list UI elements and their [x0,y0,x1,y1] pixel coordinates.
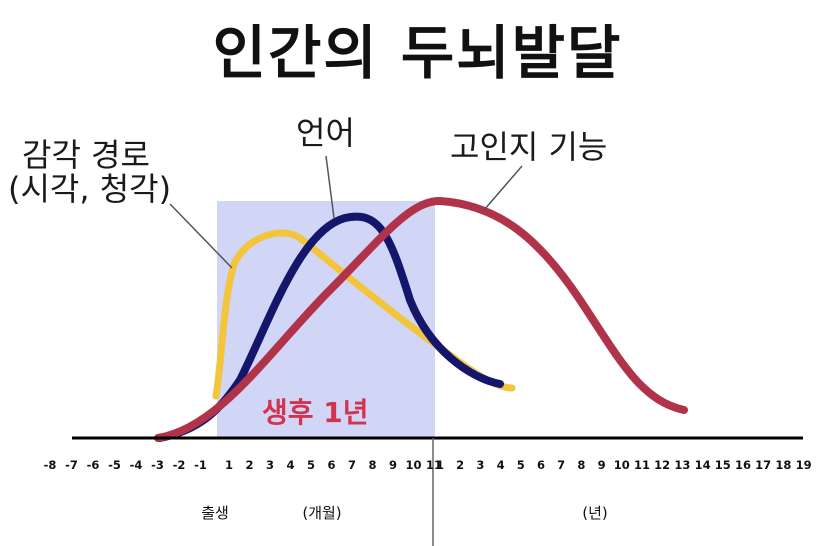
year-tick: 12 [654,458,671,472]
month-tick: 6 [327,458,336,472]
year-tick: 6 [536,458,546,472]
prenatal-tick: -1 [194,458,207,472]
year-tick: 11 [633,458,651,472]
month-tick: 5 [306,458,316,472]
year-tick: 17 [755,458,772,472]
cognition-label: 고인지 기능 [450,128,608,166]
year-tick: 5 [516,458,525,472]
year-tick: 14 [694,458,711,472]
prenatal-tick: -8 [43,458,57,472]
year-tick: 16 [734,458,752,472]
year-tick: 13 [674,458,691,472]
year-tick: 18 [775,458,792,472]
cognition-leader-line [483,165,523,211]
birth-label: 출생 [201,504,229,522]
year-tick: 3 [476,458,485,472]
year-tick: 4 [496,458,505,472]
year-unit-label: (년) [582,504,608,522]
month-tick: 11 [425,458,443,472]
sensory-label-line2: (시각, 청각) [8,170,172,208]
month-tick: 9 [388,458,398,472]
page-title: 인간의 두뇌발달 [212,19,623,87]
language-label: 언어 [296,114,355,152]
month-tick: 1 [224,458,234,472]
year-tick: 1 [435,458,445,472]
prenatal-tick: -3 [151,458,164,472]
month-tick: 4 [286,458,295,472]
prenatal-tick: -7 [65,458,78,472]
prenatal-tick: -4 [129,458,143,472]
month-tick: 3 [265,458,275,472]
language-leader-line [325,155,335,219]
year-tick: 7 [557,458,566,472]
year-tick: 2 [456,458,465,472]
prenatal-tick: -2 [172,458,186,472]
year-tick: 19 [795,458,812,472]
month-unit-label: (개월) [302,504,342,522]
year-tick: 9 [597,458,606,472]
month-tick: 7 [347,458,357,472]
cognitive-function-curve [154,196,688,442]
year-tick: 15 [714,458,731,472]
sensory-leader-line [169,203,233,269]
month-tick: 10 [405,458,422,472]
sensory-label-line1: 감각 경로 [22,136,150,174]
month-tick: 2 [245,458,254,472]
prenatal-tick: -5 [108,458,121,472]
first-year-label: 생후 1년 [262,396,369,429]
year-tick: 10 [613,458,630,472]
month-tick: 8 [368,458,377,472]
prenatal-tick: -6 [86,458,100,472]
year-tick: 8 [577,458,586,472]
